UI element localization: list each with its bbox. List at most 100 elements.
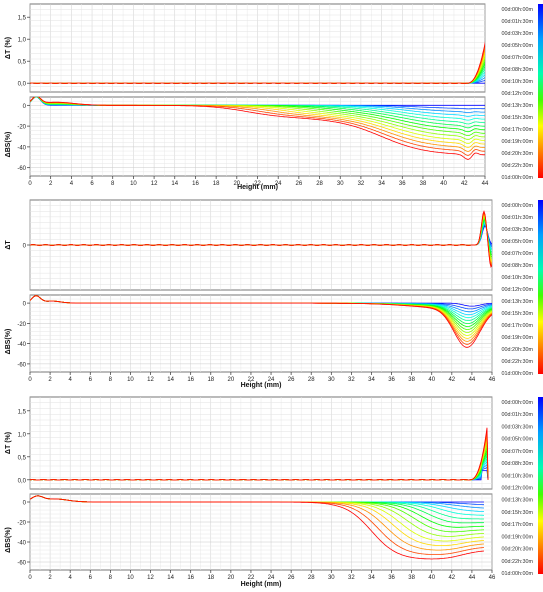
legend-time-label: 00d:20h:30m [502, 547, 534, 553]
bs-series-line [30, 495, 485, 560]
legend-time-label: 00d:17h:00m [502, 127, 534, 133]
x-tick-label: 38 [420, 181, 427, 187]
x-tick-label: 34 [368, 575, 375, 581]
x-tick-label: 16 [187, 377, 194, 383]
legend-time-label: 00d:05h:00m [502, 43, 534, 49]
dt-series-line [30, 41, 485, 84]
legend-time-label: 00d:00h:00m [502, 203, 534, 209]
legend-time-label: 00d:07h:00m [502, 55, 534, 61]
legend-time-label: 00d:01h:30m [502, 19, 534, 25]
bs-tick-label: -40 [17, 541, 26, 547]
x-tick-label: 0 [28, 575, 32, 581]
x-tick-label: 28 [308, 377, 315, 383]
x-tick-label: 30 [328, 575, 335, 581]
x-axis-label: Height (mm) [241, 382, 282, 389]
x-tick-label: 0 [28, 181, 32, 187]
bs-tick-label: 0 [23, 501, 27, 507]
legend-time-label: 00d:22h:30m [502, 559, 534, 565]
x-tick-label: 22 [248, 377, 255, 383]
x-tick-label: 20 [233, 181, 240, 187]
x-tick-label: 34 [368, 377, 375, 383]
legend-time-label: 00d:10h:30m [502, 275, 534, 281]
x-tick-label: 30 [328, 377, 335, 383]
time-legend: 00d:00h:00m 00d:01h:30m 00d:03h:30m 00d:05h… [502, 200, 543, 377]
x-tick-label: 6 [89, 575, 93, 581]
dt-tick-label: 0,5 [18, 60, 27, 66]
x-tick-label: 18 [207, 575, 214, 581]
legend-time-label: 00d:13h:30m [502, 103, 534, 109]
dt-tick-label: 0,5 [18, 455, 27, 461]
x-tick-label: 42 [448, 575, 455, 581]
dt-tick-label: 1,5 [18, 16, 27, 22]
x-tick-label: 36 [399, 181, 406, 187]
bs-tick-label: -20 [17, 125, 26, 131]
dt-curves [30, 427, 489, 481]
x-tick-label: 8 [109, 575, 113, 581]
x-tick-label: 26 [288, 377, 295, 383]
legend-time-label: 00d:10h:30m [502, 79, 534, 85]
dt-curves [30, 41, 485, 84]
x-tick-label: 6 [89, 377, 93, 383]
x-tick-label: 8 [111, 181, 115, 187]
x-tick-label: 34 [378, 181, 385, 187]
dt-axis-label: ΔT [5, 240, 12, 250]
x-tick-label: 26 [288, 575, 295, 581]
legend-time-label: 00d:15h:30m [502, 510, 534, 516]
x-tick-label: 28 [308, 575, 315, 581]
time-legend: 00d:00h:00m 00d:01h:30m 00d:03h:30m 00d:05h… [502, 397, 543, 577]
legend-time-label: 00d:07h:00m [502, 251, 534, 257]
x-tick-label: 10 [130, 181, 137, 187]
x-tick-label: 32 [348, 377, 355, 383]
legend-time-label: 00d:08h:30m [502, 461, 534, 467]
x-tick-label: 36 [388, 377, 395, 383]
dt-axis-label: ΔT (%) [5, 37, 12, 59]
x-tick-label: 40 [428, 377, 435, 383]
x-tick-label: 12 [147, 575, 154, 581]
legend-time-label: 00d:12h:00m [502, 486, 534, 492]
legend-time-label: 00d:05h:00m [502, 437, 534, 443]
legend-time-label: 00d:13h:30m [502, 299, 534, 305]
time-color-scale [538, 397, 543, 574]
legend-time-label: 00d:20h:30m [502, 347, 534, 353]
x-tick-label: 44 [469, 377, 476, 383]
bs-tick-label: -60 [17, 362, 26, 368]
x-tick-label: 24 [268, 377, 275, 383]
x-tick-label: 40 [428, 575, 435, 581]
x-tick-label: 16 [187, 575, 194, 581]
time-color-scale [538, 200, 543, 374]
x-tick-label: 44 [469, 575, 476, 581]
x-tick-label: 14 [167, 575, 174, 581]
x-tick-label: 44 [482, 181, 489, 187]
dt-series-line [30, 210, 492, 268]
legend-time-label: 00d:12h:00m [502, 287, 534, 293]
legend-time-label: 00d:15h:30m [502, 115, 534, 121]
dt-tick-label: 1,5 [18, 409, 27, 415]
x-tick-label: 14 [171, 181, 178, 187]
legend-time-label: 00d:03h:30m [502, 31, 534, 37]
time-legend: 00d:00h:00m 00d:01h:30m 00d:03h:30m 00d:05h… [502, 4, 543, 181]
dt-tick-label: 1,0 [18, 38, 27, 44]
x-tick-label: 8 [109, 377, 113, 383]
bs-tick-label: -40 [17, 145, 26, 151]
x-tick-label: 12 [151, 181, 158, 187]
bs-tick-label: 0 [23, 104, 27, 110]
x-tick-label: 42 [461, 181, 468, 187]
x-tick-label: 40 [440, 181, 447, 187]
bs-series-line [30, 295, 492, 348]
x-tick-label: 24 [268, 575, 275, 581]
x-tick-label: 10 [127, 575, 134, 581]
x-tick-label: 18 [207, 377, 214, 383]
x-tick-label: 12 [147, 377, 154, 383]
legend-time-label: 00d:05h:00m [502, 239, 534, 245]
x-tick-label: 18 [213, 181, 220, 187]
x-tick-label: 46 [489, 377, 496, 383]
legend-time-label: 00d:10h:30m [502, 473, 534, 479]
x-tick-label: 38 [408, 575, 415, 581]
legend-time-label: 01d:00h:00m [502, 571, 534, 577]
time-color-scale [538, 4, 543, 178]
x-tick-label: 16 [192, 181, 199, 187]
x-tick-label: 24 [275, 181, 282, 187]
bs-tick-label: -60 [17, 561, 26, 567]
